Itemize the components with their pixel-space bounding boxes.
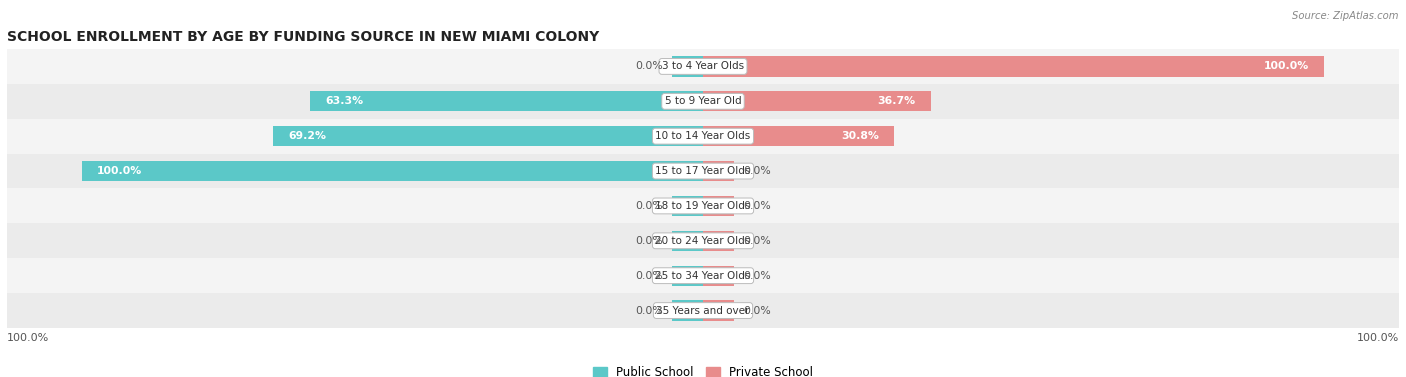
Bar: [7, 188, 1399, 223]
Bar: [7, 119, 1399, 154]
Text: 0.0%: 0.0%: [636, 305, 662, 316]
Text: 63.3%: 63.3%: [325, 96, 363, 106]
Bar: [703, 91, 931, 112]
Bar: [7, 293, 1399, 328]
Bar: [7, 223, 1399, 258]
Text: 0.0%: 0.0%: [636, 236, 662, 246]
Text: 0.0%: 0.0%: [744, 305, 770, 316]
Text: 0.0%: 0.0%: [744, 166, 770, 176]
Text: 0.0%: 0.0%: [636, 271, 662, 281]
Bar: [703, 161, 734, 181]
Bar: [672, 231, 703, 251]
Text: SCHOOL ENROLLMENT BY AGE BY FUNDING SOURCE IN NEW MIAMI COLONY: SCHOOL ENROLLMENT BY AGE BY FUNDING SOUR…: [7, 30, 599, 44]
Text: 18 to 19 Year Olds: 18 to 19 Year Olds: [655, 201, 751, 211]
Text: 36.7%: 36.7%: [877, 96, 915, 106]
Bar: [7, 49, 1399, 84]
Bar: [672, 300, 703, 321]
Text: 100.0%: 100.0%: [7, 333, 49, 343]
Text: 10 to 14 Year Olds: 10 to 14 Year Olds: [655, 131, 751, 141]
Text: 3 to 4 Year Olds: 3 to 4 Year Olds: [662, 61, 744, 72]
Legend: Public School, Private School: Public School, Private School: [588, 361, 818, 377]
Text: 30.8%: 30.8%: [841, 131, 879, 141]
Text: 20 to 24 Year Olds: 20 to 24 Year Olds: [655, 236, 751, 246]
Bar: [309, 91, 703, 112]
Text: 5 to 9 Year Old: 5 to 9 Year Old: [665, 96, 741, 106]
Text: 69.2%: 69.2%: [288, 131, 326, 141]
Text: 25 to 34 Year Olds: 25 to 34 Year Olds: [655, 271, 751, 281]
Text: 0.0%: 0.0%: [636, 201, 662, 211]
Text: 100.0%: 100.0%: [97, 166, 142, 176]
Bar: [703, 126, 894, 146]
Text: 0.0%: 0.0%: [636, 61, 662, 72]
Text: 0.0%: 0.0%: [744, 236, 770, 246]
Text: 0.0%: 0.0%: [744, 271, 770, 281]
Text: 15 to 17 Year Olds: 15 to 17 Year Olds: [655, 166, 751, 176]
Text: Source: ZipAtlas.com: Source: ZipAtlas.com: [1292, 11, 1399, 21]
Bar: [7, 84, 1399, 119]
Bar: [672, 196, 703, 216]
Text: 100.0%: 100.0%: [1264, 61, 1309, 72]
Bar: [703, 300, 734, 321]
Bar: [703, 56, 1324, 77]
Bar: [7, 258, 1399, 293]
Bar: [82, 161, 703, 181]
Bar: [7, 154, 1399, 188]
Text: 100.0%: 100.0%: [1357, 333, 1399, 343]
Bar: [273, 126, 703, 146]
Bar: [703, 265, 734, 286]
Text: 0.0%: 0.0%: [744, 201, 770, 211]
Bar: [703, 231, 734, 251]
Bar: [672, 56, 703, 77]
Text: 35 Years and over: 35 Years and over: [657, 305, 749, 316]
Bar: [703, 196, 734, 216]
Bar: [672, 265, 703, 286]
